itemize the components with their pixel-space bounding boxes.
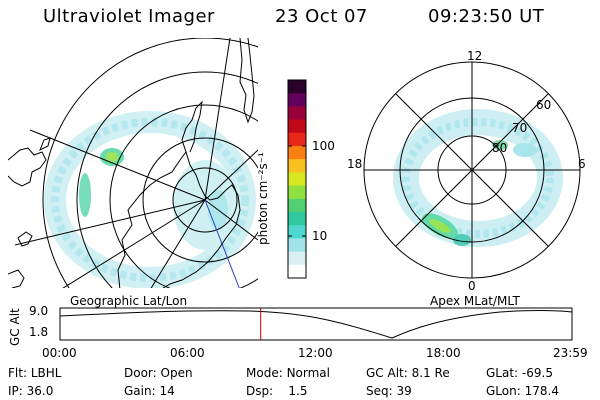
south-america-coastline: [239, 38, 255, 124]
altitude-curve: [59, 310, 573, 339]
colorbar-swatch: [288, 264, 306, 279]
colorbar-swatch: [288, 251, 306, 266]
mlt-label-18: 18: [347, 157, 363, 171]
mlt-label-6: 6: [578, 157, 586, 171]
info-flt: Flt: LBHL: [8, 366, 62, 380]
timeline-tick-2: 12:00: [298, 346, 333, 360]
colorbar-swatch: [288, 198, 306, 213]
colorbar-unit: photon cm⁻²s⁻¹: [256, 152, 270, 245]
west-coastline: [8, 147, 47, 187]
info-ip: IP: 36.0: [8, 384, 54, 398]
timeline-y-max: 9.0: [29, 304, 49, 318]
timeline-tick-3: 18:00: [426, 346, 461, 360]
colorbar: [287, 79, 307, 279]
info-glon: GLon: 178.4: [486, 384, 559, 398]
timeline-tick-4: 23:59: [553, 346, 588, 360]
peninsula-coastline: [181, 100, 203, 153]
info-mode: Mode: Normal: [246, 366, 330, 380]
info-gain: Gain: 14: [124, 384, 175, 398]
colorbar-swatch: [288, 93, 306, 107]
info-door: Door: Open: [124, 366, 193, 380]
island-coastline-3: [39, 137, 51, 152]
colorbar-swatch: [288, 159, 306, 173]
colorbar-swatch: [288, 146, 306, 160]
colorbar-swatch: [288, 132, 306, 147]
right-panel-label: Apex MLat/MLT: [430, 294, 520, 308]
geo-lon-lines: [14, 38, 258, 288]
polar-plot: [363, 61, 581, 279]
colorbar-swatch: [288, 119, 306, 134]
time-label: 09:23:50 UT: [428, 6, 545, 27]
timeline-tick-1: 06:00: [170, 346, 205, 360]
mlt-lines: [364, 62, 580, 278]
instrument-title: Ultraviolet Imager: [43, 6, 215, 27]
mlt-label-0: 0: [468, 279, 476, 293]
left-panel-label: Geographic Lat/Lon: [70, 294, 188, 308]
mlat-label-80: 80: [492, 141, 508, 155]
colorbar-tick-10: 10: [312, 229, 328, 243]
info-dsp: Dsp: 1.5: [246, 384, 308, 398]
colorbar-swatch: [288, 212, 306, 226]
left-aurora-oval: [44, 111, 256, 288]
colorbar-swatch: [288, 80, 306, 94]
colorbar-swatch: [288, 225, 306, 239]
colorbar-swatch: [288, 106, 306, 121]
info-seq: Seq: 39: [366, 384, 412, 398]
antarctica-coastline: [117, 150, 241, 288]
info-glat: GLat: -69.5: [486, 366, 553, 380]
colorbar-tick-100: 100: [312, 139, 335, 153]
island-coastline-2: [8, 269, 25, 288]
geographic-map: [8, 38, 258, 288]
timeline-plot: [59, 307, 573, 341]
colorbar-swatch: [288, 185, 306, 200]
timeline-ylabel: GC Alt: [8, 308, 22, 346]
timeline-tick-0: 00:00: [42, 346, 77, 360]
mlat-label-70: 70: [512, 121, 528, 135]
mlt-label-12: 12: [467, 49, 483, 63]
mlat-label-60: 60: [536, 98, 552, 112]
colorbar-swatch: [288, 238, 306, 253]
colorbar-swatch: [288, 172, 306, 187]
timeline-y-min: 1.8: [29, 325, 49, 339]
island-coastline: [17, 231, 33, 247]
date-label: 23 Oct 07: [275, 6, 368, 27]
info-gc-alt: GC Alt: 8.1 Re: [366, 366, 450, 380]
geo-lat-circles: [42, 38, 258, 288]
right-aurora-oval: [393, 109, 563, 247]
